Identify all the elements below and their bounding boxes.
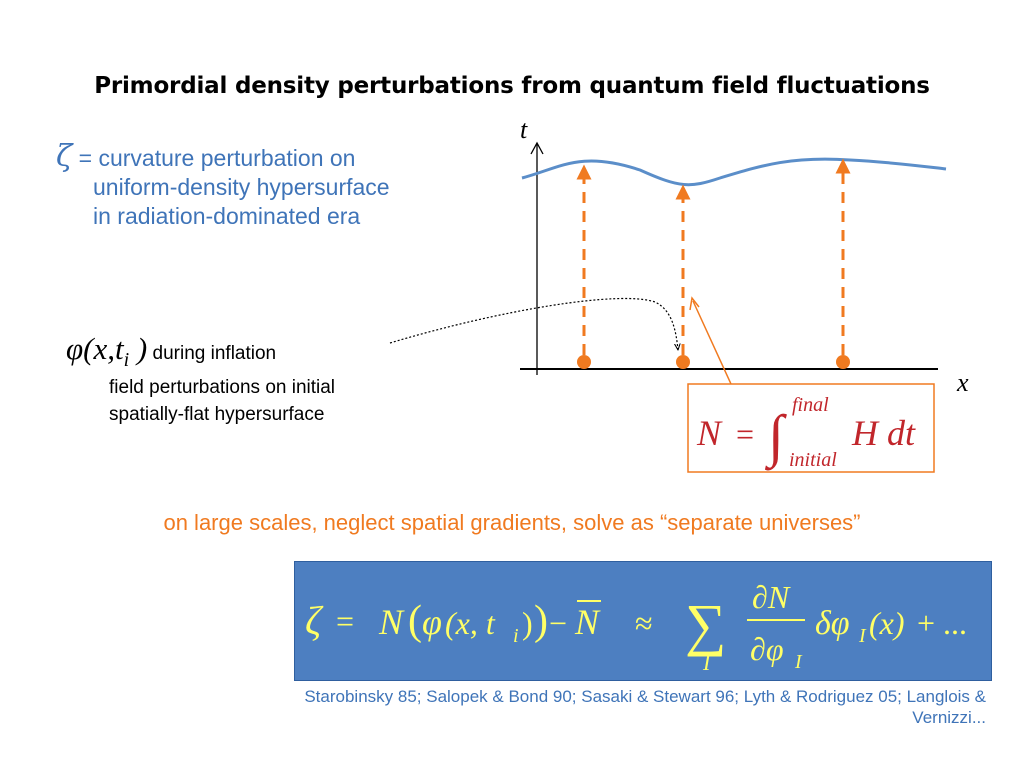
formula-paren-close: ) bbox=[534, 598, 548, 644]
delta-n-formula-box: ζ = N ( φ (x, t i ) ) − N ≈ ∑ I ∂N ∂φ I … bbox=[294, 561, 992, 681]
zeta-line-1: ζ = curvature perturbation on bbox=[56, 142, 390, 173]
efold-equals: = bbox=[736, 416, 754, 452]
formula-minus: − bbox=[549, 605, 567, 641]
phi-math-sub: i bbox=[123, 349, 130, 372]
efold-formula-box bbox=[687, 383, 935, 473]
zeta-symbol: ζ bbox=[56, 139, 73, 174]
formula-dphi-sub: I bbox=[794, 651, 803, 673]
efold-integral: ∫ bbox=[764, 403, 787, 471]
formula-sum: ∑ bbox=[685, 592, 726, 657]
slide-title: Primordial density perturbations from qu… bbox=[94, 73, 930, 99]
formula-zeta: ζ bbox=[305, 598, 324, 643]
separate-universes-text: on large scales, neglect spatial gradien… bbox=[163, 510, 861, 535]
formula-n: N bbox=[378, 602, 405, 642]
formula-delta-phi: δφ bbox=[815, 605, 850, 642]
initial-point-3 bbox=[836, 355, 850, 369]
formula-paren-open: ( bbox=[408, 598, 422, 644]
formula-dphi: ∂φ bbox=[750, 631, 784, 667]
phi-pointer-arrow bbox=[389, 297, 678, 350]
efold-upper: final bbox=[792, 394, 829, 416]
zeta-text-1: = curvature perturbation on bbox=[72, 145, 356, 171]
efold-pointer-arrow bbox=[692, 300, 732, 385]
formula-dn: ∂N bbox=[752, 579, 791, 615]
t-axis-label: t bbox=[520, 115, 528, 144]
formula-phi: φ bbox=[422, 602, 442, 642]
t-axis-arrowhead bbox=[530, 141, 544, 155]
formula-sum-index: I bbox=[702, 650, 712, 675]
efold-pointer-arrowhead bbox=[689, 296, 700, 311]
zeta-line-2: uniform-density hypersurface bbox=[93, 174, 390, 200]
references-line-2: Vernizzi... bbox=[912, 708, 986, 727]
efold-lower: initial bbox=[789, 449, 837, 471]
phi-math-close: ) bbox=[129, 331, 148, 366]
efold-formula: N = ∫ final initial H dt bbox=[696, 394, 916, 471]
phi-label: during inflation bbox=[147, 343, 277, 364]
formula-of-x: (x) bbox=[869, 605, 905, 641]
efold-integrand: H dt bbox=[851, 413, 916, 453]
efold-lhs: N bbox=[696, 413, 723, 453]
final-hypersurface-curve bbox=[521, 157, 947, 187]
formula-delta-phi-sub: I bbox=[858, 625, 867, 647]
phi-math-main: φ(x,t bbox=[66, 331, 124, 366]
delta-n-formula: ζ = N ( φ (x, t i ) ) − N ≈ ∑ I ∂N ∂φ I … bbox=[305, 579, 967, 675]
initial-point-2 bbox=[676, 355, 690, 369]
phi-line-2: field perturbations on initial bbox=[109, 377, 336, 399]
formula-approx: ≈ bbox=[635, 605, 653, 641]
initial-point-1 bbox=[577, 355, 591, 369]
formula-args: (x, t bbox=[445, 605, 496, 641]
formula-nbar: N bbox=[574, 602, 601, 642]
formula-sub-i: i bbox=[513, 625, 519, 647]
zeta-definition: ζ = curvature perturbation on uniform-de… bbox=[56, 142, 390, 231]
formula-tail: + ... bbox=[917, 605, 967, 641]
phi-line-1: φ(x,ti ) during inflation bbox=[66, 333, 335, 374]
phi-math: φ(x,ti ) bbox=[66, 331, 148, 371]
references: Starobinsky 85; Salopek & Bond 90; Sasak… bbox=[60, 686, 986, 728]
formula-eq: = bbox=[336, 603, 354, 639]
zeta-line-3: in radiation-dominated era bbox=[93, 203, 361, 229]
formula-close: ) bbox=[522, 605, 533, 641]
phi-definition: φ(x,ti ) during inflation field perturba… bbox=[66, 333, 336, 428]
x-axis-label: x bbox=[956, 368, 969, 397]
references-line-1: Starobinsky 85; Salopek & Bond 90; Sasak… bbox=[304, 687, 986, 706]
phi-line-3: spatially-flat hypersurface bbox=[109, 404, 325, 426]
